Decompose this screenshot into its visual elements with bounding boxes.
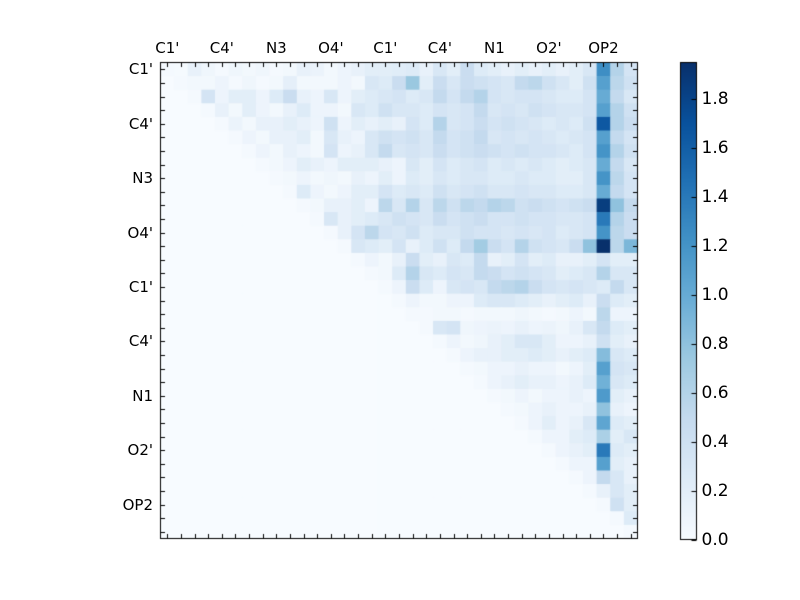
colorbar-tick-label: 1.0	[701, 284, 729, 305]
x-axis-label: O2'	[536, 39, 562, 57]
x-axis-label: N1	[484, 39, 505, 57]
y-axis-label: N3	[132, 169, 153, 188]
colorbar-tick-label: 0.8	[701, 333, 729, 354]
colorbar-tick-label: 0.6	[701, 382, 729, 403]
y-axis-label: OP2	[122, 495, 153, 514]
x-axis-label: O4'	[318, 39, 344, 57]
x-axis-label: C1'	[373, 39, 398, 57]
colorbar-tick-label: 1.2	[701, 235, 729, 256]
colorbar-tick-label: 1.4	[701, 187, 729, 208]
y-axis-label: N1	[132, 386, 153, 405]
x-axis-label: C1'	[155, 39, 180, 57]
x-axis-label: OP2	[588, 39, 619, 57]
x-axis-label: N3	[265, 39, 287, 57]
y-axis-label: O2'	[127, 441, 153, 460]
colorbar-tick-label: 1.6	[701, 138, 729, 159]
colorbar-tick-label: 0.0	[701, 529, 729, 550]
y-axis-label: C1'	[128, 277, 153, 296]
y-axis-label: C1'	[128, 60, 153, 79]
x-axis-label: C4'	[209, 39, 234, 57]
y-axis-label: C4'	[128, 114, 153, 133]
y-axis-label: O4'	[127, 223, 153, 242]
colorbar-tick-label: 1.8	[701, 89, 729, 110]
x-axis-label: C4'	[427, 39, 452, 57]
y-axis-label: C4'	[128, 332, 153, 351]
colorbar-tick-label: 0.4	[701, 431, 729, 452]
colorbar-tick-label: 0.2	[701, 480, 729, 501]
